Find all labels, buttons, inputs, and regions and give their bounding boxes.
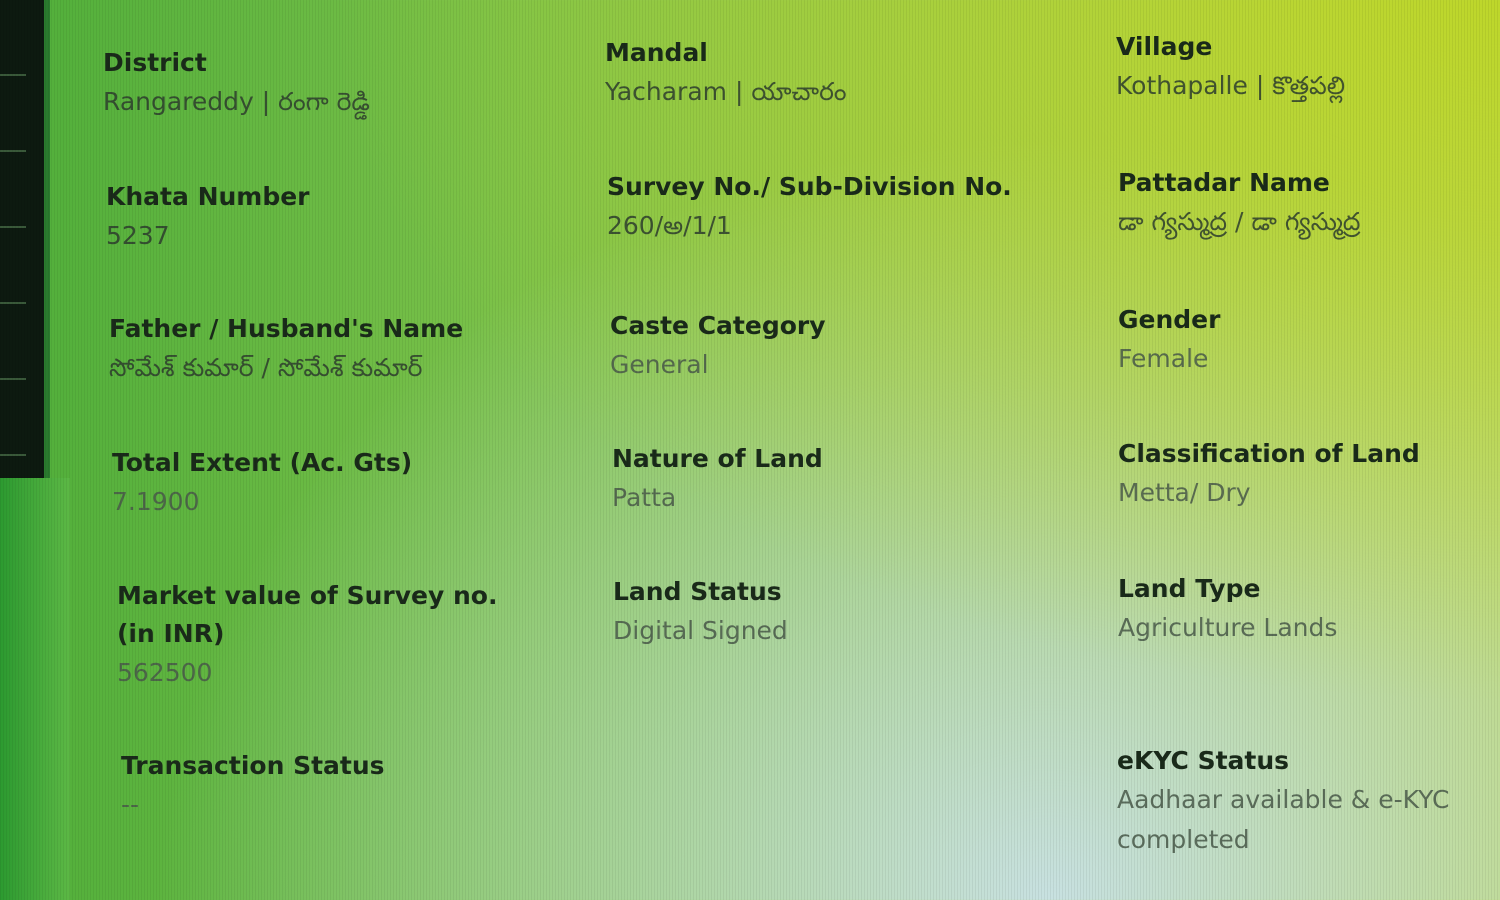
field-value: Female <box>1118 344 1209 373</box>
field-value: 7.1900 <box>112 487 200 516</box>
field-label: Father / Husband's Name <box>109 314 464 343</box>
field-value: Metta/ Dry <box>1118 478 1251 507</box>
field-value: General <box>610 350 709 379</box>
field-label: Gender <box>1118 305 1221 334</box>
field-label: Caste Category <box>610 311 826 340</box>
field-value: -- <box>121 790 140 819</box>
field-father-husband-name: Father / Husband's Name సోమేశ్ కుమార్ / … <box>109 310 529 388</box>
field-value: 260/అ/1/1 <box>607 211 732 240</box>
field-value: Agriculture Lands <box>1118 613 1338 642</box>
field-label: Mandal <box>605 38 708 67</box>
field-caste-category: Caste Category General <box>610 307 1030 385</box>
field-pattadar-name: Pattadar Name డా గ్యస్ముద్ర / డా గ్యస్ము… <box>1118 164 1500 242</box>
field-value: Rangareddy | రంగా రెడ్డి <box>103 87 370 116</box>
field-label: Transaction Status <box>121 751 385 780</box>
field-label: Village <box>1116 32 1213 61</box>
field-total-extent: Total Extent (Ac. Gts) 7.1900 <box>112 444 532 522</box>
field-label: Khata Number <box>106 182 310 211</box>
field-ekyc-status: eKYC Status Aadhaar available & e-KYC co… <box>1117 742 1457 860</box>
field-label: Land Status <box>613 577 782 606</box>
field-label: Classification of Land <box>1118 439 1420 468</box>
field-survey-number: Survey No./ Sub-Division No. 260/అ/1/1 <box>607 168 1067 246</box>
field-land-type: Land Type Agriculture Lands <box>1118 570 1500 648</box>
field-label: eKYC Status <box>1117 746 1290 775</box>
sidebar-item[interactable] <box>0 76 26 152</box>
field-market-value: Market value of Survey no.(in INR) 56250… <box>117 577 517 693</box>
field-value: డా గ్యస్ముద్ర / డా గ్యస్ముద్ర <box>1118 207 1361 236</box>
field-label: Market value of Survey no.(in INR) <box>117 581 498 648</box>
field-value: Aadhaar available & e-KYC completed <box>1117 785 1450 854</box>
field-label: Nature of Land <box>612 444 823 473</box>
field-value: Digital Signed <box>613 616 788 645</box>
field-value: 5237 <box>106 221 170 250</box>
sidebar-item[interactable] <box>0 0 26 76</box>
sidebar-item[interactable] <box>0 228 26 304</box>
field-value: Kothapalle | కొత్తపల్లి <box>1116 71 1346 100</box>
sidebar-item[interactable] <box>0 304 26 380</box>
sidebar-item[interactable] <box>0 380 26 456</box>
field-value: Patta <box>612 483 677 512</box>
field-gender: Gender Female <box>1118 301 1500 379</box>
field-value: Yacharam | యాచారం <box>605 77 847 106</box>
field-classification-of-land: Classification of Land Metta/ Dry <box>1118 435 1500 513</box>
left-panel-edge <box>0 478 70 900</box>
field-land-status: Land Status Digital Signed <box>613 573 1033 651</box>
field-value: సోమేశ్ కుమార్ / సోమేశ్ కుమార్ <box>109 353 423 382</box>
field-value: 562500 <box>117 658 213 687</box>
field-village: Village Kothapalle | కొత్తపల్లి <box>1116 28 1500 106</box>
field-district: District Rangareddy | రంగా రెడ్డి <box>103 44 523 122</box>
field-label: Pattadar Name <box>1118 168 1330 197</box>
field-nature-of-land: Nature of Land Patta <box>612 440 1032 518</box>
field-label: Total Extent (Ac. Gts) <box>112 448 413 477</box>
field-label: Land Type <box>1118 574 1261 603</box>
sidebar-item[interactable] <box>0 152 26 228</box>
field-mandal: Mandal Yacharam | యాచారం <box>605 34 1025 112</box>
sidebar <box>0 0 50 478</box>
field-transaction-status: Transaction Status -- <box>121 747 541 825</box>
field-label: District <box>103 48 207 77</box>
field-khata-number: Khata Number 5237 <box>106 178 526 256</box>
field-label: Survey No./ Sub-Division No. <box>607 172 1012 201</box>
